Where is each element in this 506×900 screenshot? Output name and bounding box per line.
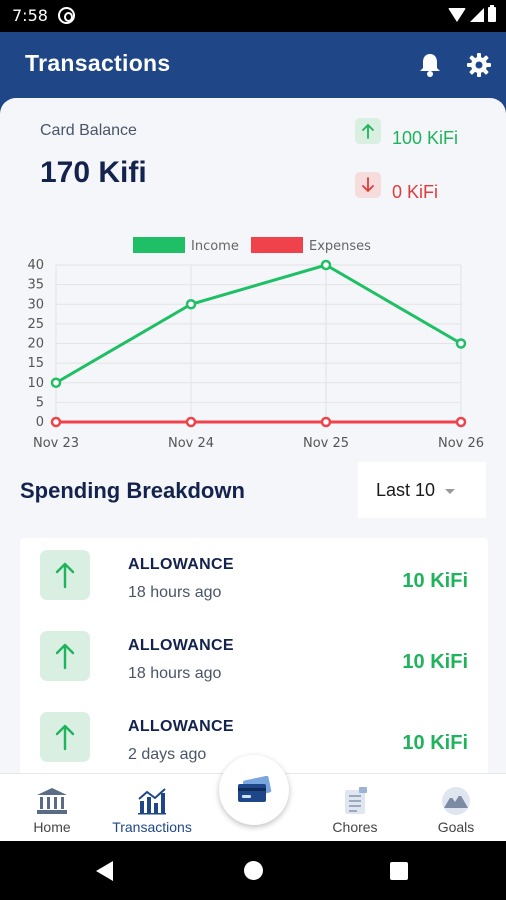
legend-label: Income <box>191 239 239 254</box>
data-point <box>455 416 467 428</box>
bell-icon[interactable] <box>418 52 442 78</box>
x-tick-label: Nov 23 <box>33 436 79 451</box>
status-time: 7:58 <box>12 6 48 25</box>
y-tick-label: 10 <box>27 376 44 391</box>
spending-breakdown-title: Spending Breakdown <box>20 478 245 503</box>
y-tick-label: 0 <box>36 415 44 430</box>
range-dropdown-value: Last 10 <box>376 479 436 500</box>
battery-icon <box>488 5 496 22</box>
transaction-amount: 10 KiFi <box>402 570 468 592</box>
y-tick-label: 35 <box>27 278 44 293</box>
recent-apps-icon[interactable] <box>390 862 408 880</box>
transaction-list: ALLOWANCE 18 hours ago 10 KiFi ALLOWANCE… <box>20 538 488 773</box>
data-point <box>320 416 332 428</box>
series-line <box>55 263 462 385</box>
wifi-icon <box>448 7 466 22</box>
clipboard-icon <box>338 786 372 816</box>
arrow-up-icon <box>40 712 90 762</box>
x-tick-label: Nov 25 <box>303 436 349 451</box>
transaction-amount: 10 KiFi <box>402 732 468 754</box>
legend-label: Expenses <box>309 239 371 254</box>
arrow-up-icon <box>40 550 90 600</box>
legend-swatch <box>133 237 185 253</box>
nav-item-goals[interactable]: Goals <box>426 774 486 842</box>
arrow-down-icon <box>362 177 374 192</box>
card-balance-value: 170 Kifi <box>40 156 147 189</box>
main-content: Card Balance 170 Kifi 100 KiFi 0 KiFi 0 5… <box>0 98 506 773</box>
y-tick-label: 40 <box>27 258 44 273</box>
nav-item-chores[interactable]: Chores <box>320 774 390 842</box>
list-item[interactable]: ALLOWANCE 18 hours ago 10 KiFi <box>20 619 488 700</box>
data-point <box>455 338 467 349</box>
page-title: Transactions <box>25 50 171 76</box>
system-nav-bar <box>0 841 506 900</box>
expense-total: 0 KiFi <box>392 182 439 202</box>
list-item[interactable]: ALLOWANCE 2 days ago 10 KiFi <box>20 700 488 773</box>
x-tick-label: Nov 24 <box>168 436 214 451</box>
y-tick-label: 30 <box>27 297 44 312</box>
y-tick-label: 20 <box>27 337 44 352</box>
chevron-down-icon <box>445 488 456 494</box>
signal-icon <box>470 7 484 22</box>
nav-label-goals: Goals <box>437 819 475 835</box>
arrow-up-icon <box>40 631 90 681</box>
income-total: 100 KiFi <box>392 128 459 148</box>
nav-label-transactions: Transactions <box>112 819 192 835</box>
transaction-name: ALLOWANCE <box>128 718 234 735</box>
chart-icon <box>135 786 169 816</box>
notification-status-icon <box>58 7 75 24</box>
transaction-time: 2 days ago <box>128 746 207 763</box>
y-tick-label: 5 <box>36 395 44 410</box>
data-point <box>320 259 332 271</box>
transaction-time: 18 hours ago <box>128 665 222 682</box>
x-tick-label: Nov 26 <box>438 436 484 451</box>
list-item[interactable]: ALLOWANCE 18 hours ago 10 KiFi <box>20 538 488 619</box>
transaction-time: 18 hours ago <box>128 584 222 601</box>
nav-label-chores: Chores <box>332 819 378 835</box>
back-icon[interactable] <box>96 861 113 881</box>
status-icons <box>448 5 496 22</box>
card-balance-label: Card Balance <box>40 122 137 139</box>
gear-icon[interactable] <box>466 52 492 78</box>
data-point <box>185 299 197 310</box>
data-point <box>50 416 62 428</box>
transaction-name: ALLOWANCE <box>128 556 234 573</box>
nav-item-transactions[interactable]: Transactions <box>102 774 202 842</box>
data-point <box>50 377 62 388</box>
range-dropdown[interactable]: Last 10 <box>358 462 486 518</box>
y-tick-label: 15 <box>27 356 44 371</box>
nav-label-home: Home <box>33 819 71 835</box>
income-badge <box>355 118 381 144</box>
transaction-amount: 10 KiFi <box>402 651 468 673</box>
bank-icon <box>35 786 69 816</box>
home-circle-icon[interactable] <box>244 861 263 880</box>
app-bar: Transactions <box>0 32 506 98</box>
data-point <box>185 416 197 428</box>
nav-item-home[interactable]: Home <box>24 774 80 842</box>
card-fab-button[interactable] <box>219 755 289 825</box>
mountain-icon <box>439 786 473 816</box>
transaction-name: ALLOWANCE <box>128 637 234 654</box>
legend-swatch <box>251 237 303 253</box>
card-icon <box>238 776 272 802</box>
y-tick-label: 25 <box>27 317 44 332</box>
arrow-up-icon <box>362 124 374 139</box>
status-bar: 7:58 <box>0 0 506 32</box>
expense-badge <box>355 172 381 198</box>
income-expense-chart: 0 5 10 15 20 25 30 35 40 Nov 23 Nov 24 Nov 25 Nov 26… <box>27 237 484 451</box>
